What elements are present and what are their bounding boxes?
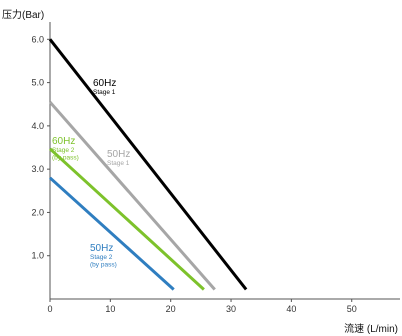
series-label-title: 60Hz bbox=[93, 78, 116, 89]
y-tick-label: 2.0 bbox=[31, 207, 44, 217]
y-tick-label: 6.0 bbox=[31, 34, 44, 44]
series-label-sub: Stage 2 bbox=[90, 254, 113, 261]
series-label-sub: (by pass) bbox=[52, 155, 79, 162]
series-label-sub: Stage 1 bbox=[107, 160, 130, 167]
x-tick-label: 40 bbox=[286, 304, 296, 314]
y-tick-label: 5.0 bbox=[31, 78, 44, 88]
x-tick-label: 50 bbox=[347, 304, 357, 314]
x-tick-label: 20 bbox=[166, 304, 176, 314]
y-tick-label: 4.0 bbox=[31, 121, 44, 131]
x-axis-title: 流速 (L/min) bbox=[344, 322, 398, 335]
y-tick-label: 3.0 bbox=[31, 164, 44, 174]
series-label-title: 50Hz bbox=[90, 243, 113, 254]
y-axis-title: 压力(Bar) bbox=[2, 8, 44, 21]
series-label-sub: Stage 2 bbox=[52, 147, 75, 154]
series-line-1 bbox=[48, 101, 216, 291]
x-tick-label: 0 bbox=[47, 304, 52, 314]
series-label-title: 60Hz bbox=[52, 136, 75, 147]
series-label-sub: (by pass) bbox=[90, 262, 117, 269]
x-tick-label: 10 bbox=[105, 304, 115, 314]
series-line-0 bbox=[48, 38, 248, 291]
series-line-3 bbox=[48, 176, 175, 291]
series-label-title: 50Hz bbox=[107, 149, 130, 160]
y-tick-label: 1.0 bbox=[31, 251, 44, 261]
series-line-2 bbox=[48, 147, 205, 291]
x-tick-label: 30 bbox=[226, 304, 236, 314]
series-label-sub: Stage 1 bbox=[93, 89, 116, 96]
